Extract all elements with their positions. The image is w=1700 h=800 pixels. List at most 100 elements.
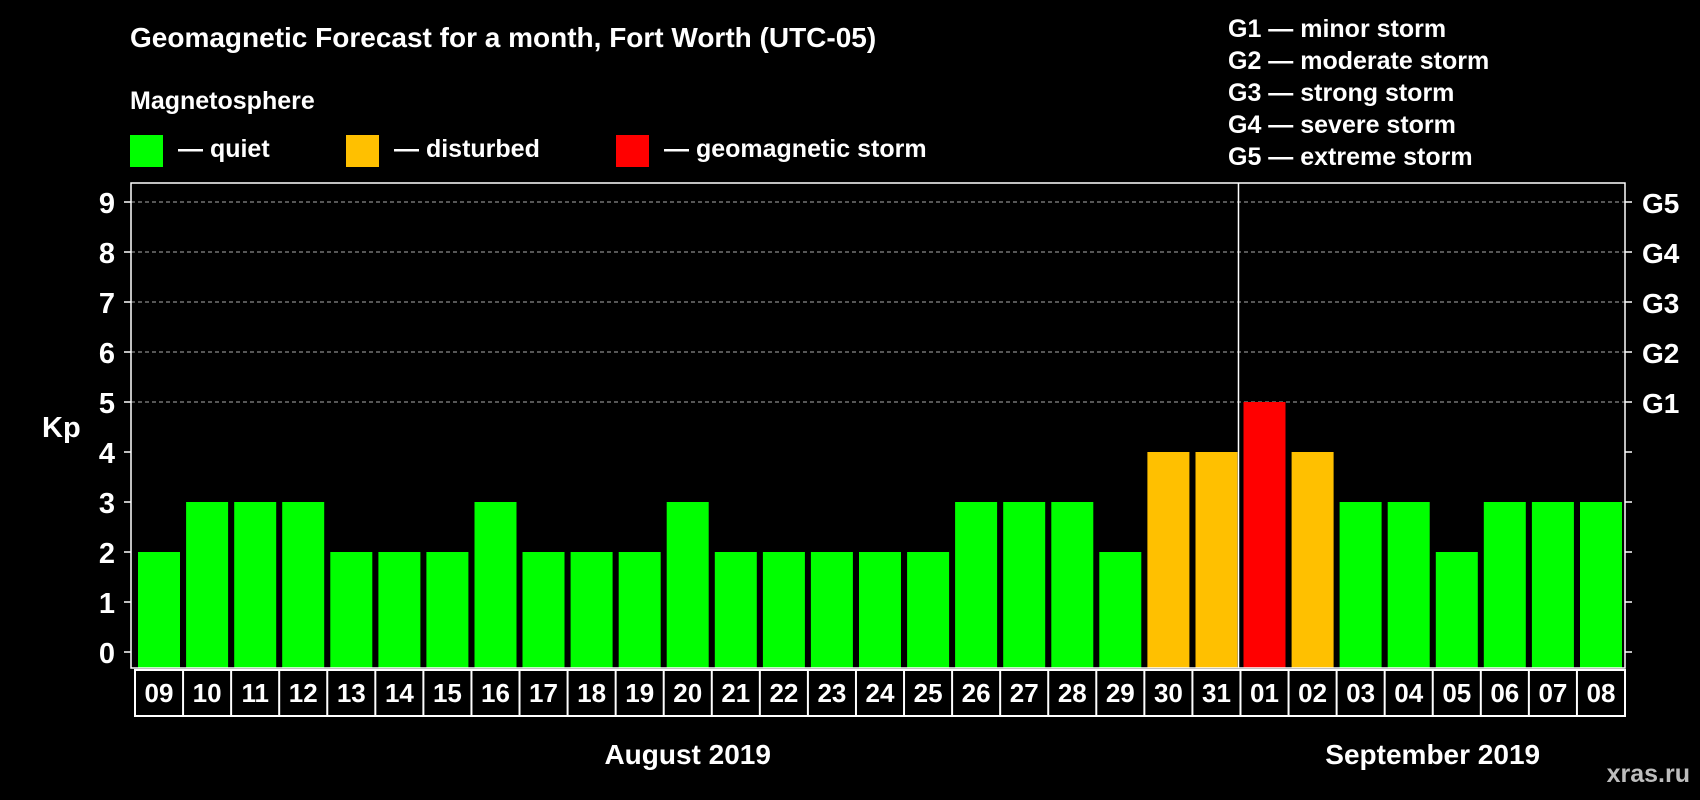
- bar-04: [1387, 502, 1430, 668]
- y-tick-label: 3: [99, 488, 115, 520]
- x-tick-label: 02: [1298, 678, 1327, 708]
- right-axis-ticks: G1 G2 G3 G4 G5: [1625, 188, 1680, 653]
- legend-swatch: [346, 135, 379, 167]
- bar-17: [522, 552, 565, 668]
- x-tick-label: 31: [1202, 678, 1231, 708]
- x-tick-label: 19: [625, 678, 654, 708]
- bar-28: [1051, 502, 1094, 668]
- legend-label: — quiet: [178, 135, 270, 163]
- x-tick-label: 29: [1106, 678, 1135, 708]
- y-tick-label: 1: [99, 588, 115, 620]
- bar-series: [138, 402, 1622, 668]
- x-tick-label: 01: [1250, 678, 1279, 708]
- x-tick-label: 23: [817, 678, 846, 708]
- x-tick-label: 17: [529, 678, 558, 708]
- x-tick-label: 24: [866, 678, 895, 708]
- month-label: September 2019: [1325, 739, 1540, 770]
- bar-11: [234, 502, 277, 668]
- bar-18: [570, 552, 613, 668]
- plot-border: [130, 182, 1626, 669]
- bar-14: [378, 552, 421, 668]
- x-tick-label: 04: [1394, 678, 1423, 708]
- y-axis-ticks: 0 1 2 3 4 5 6 7 8 9: [99, 188, 131, 670]
- legend: — quiet — disturbed — geomagnetic storm: [130, 135, 927, 167]
- bar-24: [859, 552, 901, 668]
- bar-13: [330, 552, 373, 668]
- y-tick-label: 5: [99, 388, 115, 420]
- x-tick-label: 06: [1490, 678, 1519, 708]
- legend-swatch: [130, 135, 163, 167]
- x-tick-label: 09: [145, 678, 174, 708]
- legend-label: — disturbed: [394, 135, 540, 163]
- bar-26: [955, 502, 998, 668]
- storm-scale-item: G2 — moderate storm: [1228, 47, 1489, 75]
- right-axis-label: G3: [1642, 288, 1679, 319]
- x-tick-label: 10: [193, 678, 222, 708]
- storm-scale-item: G3 — strong storm: [1228, 79, 1454, 107]
- x-tick-label: 03: [1346, 678, 1375, 708]
- bar-21: [714, 552, 757, 668]
- x-tick-label: 18: [577, 678, 606, 708]
- y-tick-label: 8: [99, 238, 115, 270]
- storm-scale-item: G4 — severe storm: [1228, 111, 1456, 139]
- x-tick-label: 11: [241, 678, 269, 708]
- legend-label: — geomagnetic storm: [664, 135, 927, 163]
- x-tick-label: 30: [1154, 678, 1183, 708]
- bar-09: [138, 552, 180, 668]
- x-tick-label: 20: [673, 678, 702, 708]
- bar-20: [666, 502, 709, 668]
- bar-06: [1483, 502, 1526, 668]
- chart-title: Geomagnetic Forecast for a month, Fort W…: [130, 22, 876, 53]
- bar-22: [762, 552, 805, 668]
- x-tick-label: 21: [721, 678, 750, 708]
- x-tick-label: 28: [1058, 678, 1087, 708]
- bar-19: [618, 552, 661, 668]
- y-axis-label: Kp: [42, 412, 81, 444]
- bar-02: [1291, 452, 1334, 668]
- bar-25: [907, 552, 950, 668]
- watermark: xras.ru: [1607, 760, 1690, 788]
- x-tick-label: 15: [433, 678, 462, 708]
- bar-15: [426, 552, 469, 668]
- legend-title: Magnetosphere: [130, 87, 315, 115]
- bar-07: [1531, 502, 1574, 668]
- x-tick-label: 26: [962, 678, 991, 708]
- bar-01: [1243, 402, 1286, 668]
- storm-scale-legend: G1 — minor storm G2 — moderate storm G3 — …: [1228, 15, 1489, 171]
- y-tick-label: 9: [99, 188, 115, 220]
- x-tick-label: 12: [289, 678, 318, 708]
- month-label: August 2019: [604, 739, 771, 770]
- x-tick-label: 25: [914, 678, 943, 708]
- y-tick-label: 2: [99, 538, 115, 570]
- month-labels: August 2019 September 2019: [604, 739, 1540, 770]
- grid-lines: [131, 201, 1625, 403]
- y-tick-label: 7: [99, 288, 115, 320]
- date-axis-box: [134, 669, 1626, 717]
- x-tick-label: 05: [1442, 678, 1471, 708]
- bar-08: [1580, 502, 1622, 668]
- y-tick-label: 4: [99, 438, 115, 470]
- bar-03: [1339, 502, 1382, 668]
- bar-16: [474, 502, 517, 668]
- bar-05: [1435, 552, 1478, 668]
- bar-10: [186, 502, 229, 668]
- date-axis: 09 10 11 12 13 14 15 16 17 18 19 20 21 22 23 24 25 26 27 28…: [134, 669, 1626, 717]
- plot-frame: [130, 182, 1626, 669]
- x-tick-label: 27: [1010, 678, 1039, 708]
- bar-30: [1147, 452, 1190, 668]
- storm-scale-item: G1 — minor storm: [1228, 15, 1446, 43]
- bar-23: [810, 552, 853, 668]
- x-tick-label: 07: [1538, 678, 1567, 708]
- x-tick-label: 14: [385, 678, 414, 708]
- right-axis-label: G1: [1642, 388, 1679, 419]
- bar-29: [1099, 552, 1142, 668]
- bar-27: [1003, 502, 1046, 668]
- x-tick-label: 22: [769, 678, 798, 708]
- x-tick-label: 08: [1587, 678, 1616, 708]
- bar-12: [282, 502, 325, 668]
- right-axis-label: G5: [1642, 188, 1679, 219]
- storm-scale-item: G5 — extreme storm: [1228, 143, 1473, 171]
- bar-31: [1195, 452, 1238, 668]
- x-tick-label: 13: [337, 678, 366, 708]
